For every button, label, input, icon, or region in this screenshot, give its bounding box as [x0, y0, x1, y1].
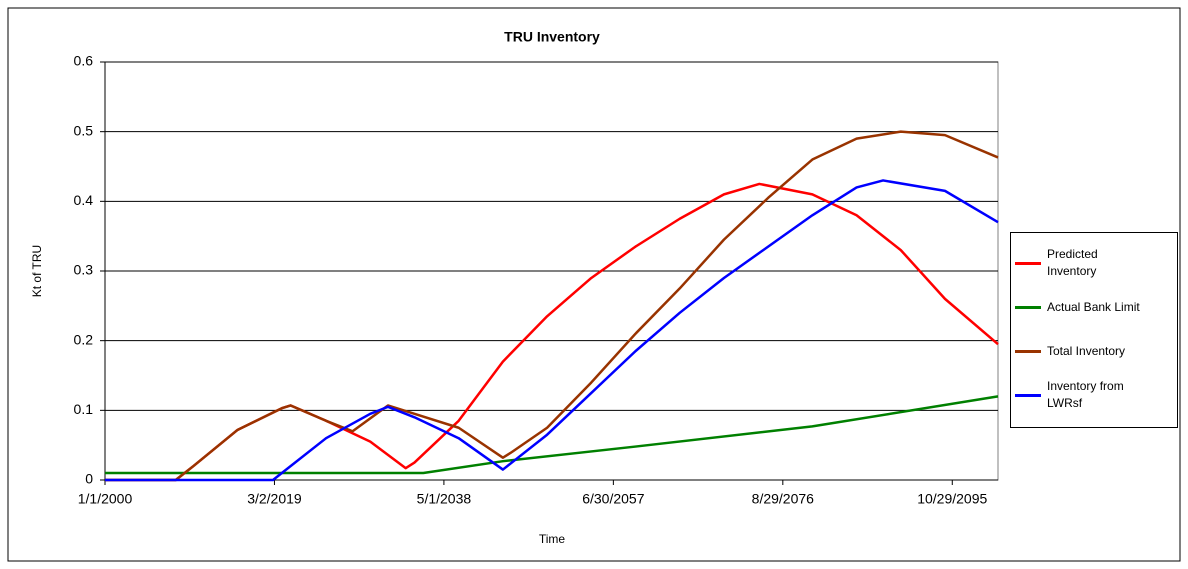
x-axis-label: Time — [539, 532, 566, 546]
y-tick-label: 0 — [85, 471, 93, 487]
legend-swatch — [1015, 261, 1041, 265]
y-tick-label: 0.4 — [74, 192, 94, 208]
x-tick-label: 3/2/2019 — [247, 491, 302, 507]
chart-title: TRU Inventory — [504, 29, 600, 45]
x-tick-label: 6/30/2057 — [582, 491, 644, 507]
legend-label: Predicted Inventory — [1047, 247, 1098, 278]
y-tick-label: 0.1 — [74, 401, 94, 417]
legend-swatch — [1015, 393, 1041, 397]
x-tick-label: 8/29/2076 — [752, 491, 814, 507]
legend-label: Total Inventory — [1047, 343, 1126, 358]
y-tick-label: 0.5 — [74, 122, 94, 138]
series-line — [105, 130, 999, 482]
legend-item: Predicted Inventory — [1015, 243, 1173, 283]
y-tick-label: 0.3 — [74, 262, 94, 278]
y-tick-label: 0.6 — [74, 53, 94, 69]
x-tick-label: 5/1/2038 — [417, 491, 472, 507]
legend-swatch — [1015, 349, 1041, 353]
x-tick-label: 10/29/2095 — [917, 491, 987, 507]
legend-swatch — [1015, 305, 1041, 309]
series-line — [105, 395, 999, 475]
legend-label: Inventory from LWRsf — [1047, 379, 1124, 410]
legend-item: Actual Bank Limit — [1015, 287, 1173, 327]
legend-item: Inventory from LWRsf — [1015, 375, 1173, 415]
y-axis-label: Kt of TRU — [30, 245, 44, 297]
legend-item: Total Inventory — [1015, 331, 1173, 371]
series-line — [105, 179, 999, 482]
legend: Predicted Inventory Actual Bank Limit Tota… — [1010, 232, 1178, 428]
legend-label: Actual Bank Limit — [1047, 299, 1140, 314]
y-tick-label: 0.2 — [74, 331, 94, 347]
x-tick-label: 1/1/2000 — [78, 491, 133, 507]
